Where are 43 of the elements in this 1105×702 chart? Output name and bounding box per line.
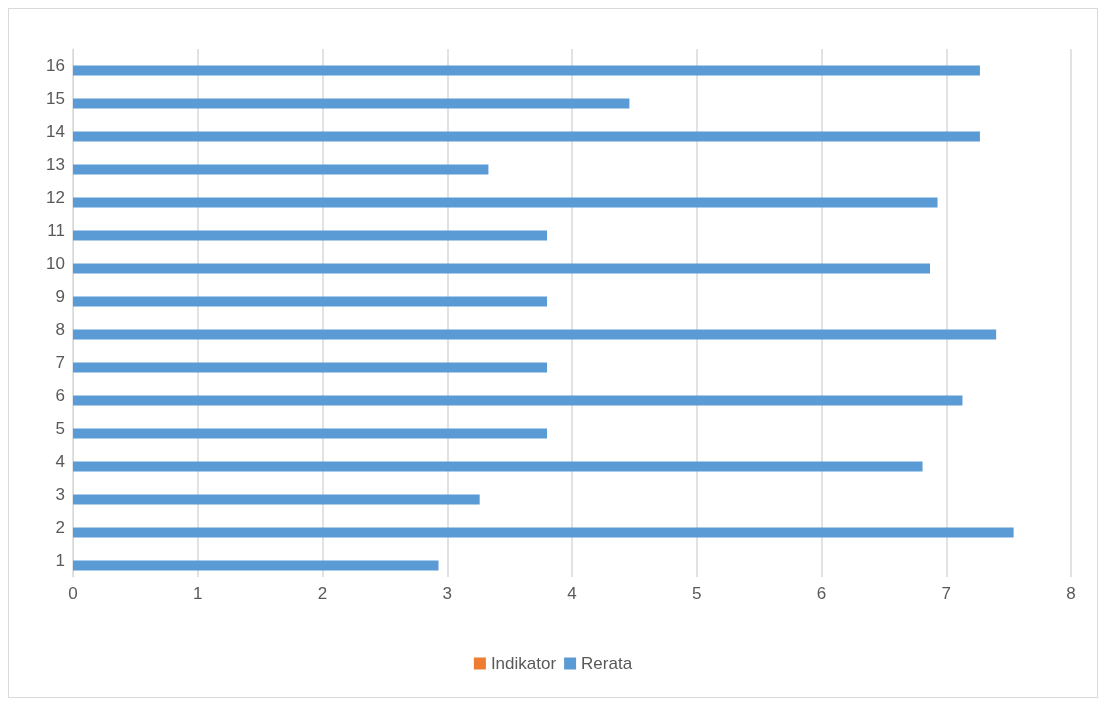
y-tick-label: 9 bbox=[55, 287, 65, 306]
y-tick-label: 13 bbox=[46, 155, 65, 174]
x-tick-label: 1 bbox=[193, 584, 203, 603]
bar bbox=[73, 329, 997, 340]
bar bbox=[73, 65, 980, 76]
bar bbox=[73, 131, 980, 142]
bar bbox=[73, 428, 548, 439]
bar bbox=[73, 296, 548, 307]
y-tick-label: 8 bbox=[55, 320, 65, 339]
bar bbox=[73, 461, 923, 472]
y-tick-label: 15 bbox=[46, 89, 65, 108]
legend-label: Indikator bbox=[490, 654, 557, 673]
x-tick-label: 8 bbox=[1066, 584, 1076, 603]
y-tick-label: 12 bbox=[46, 188, 65, 207]
x-tick-label: 7 bbox=[941, 584, 951, 603]
x-tick-label: 5 bbox=[692, 584, 702, 603]
x-tick-label: 4 bbox=[567, 584, 577, 603]
bar bbox=[73, 395, 963, 406]
y-tick-label: 11 bbox=[47, 221, 65, 240]
y-tick-label: 1 bbox=[55, 551, 65, 570]
bar bbox=[73, 362, 548, 373]
y-tick-label: 16 bbox=[46, 56, 65, 75]
bar bbox=[73, 230, 548, 241]
y-tick-label: 2 bbox=[55, 518, 65, 537]
bar bbox=[73, 527, 1014, 538]
bar bbox=[73, 197, 938, 208]
y-tick-label: 3 bbox=[55, 485, 65, 504]
legend-label: Rerata bbox=[581, 654, 633, 673]
bar bbox=[73, 494, 480, 505]
x-tick-label: 3 bbox=[442, 584, 452, 603]
bar bbox=[73, 263, 931, 274]
x-tick-label: 6 bbox=[816, 584, 827, 603]
bar bbox=[73, 560, 439, 571]
y-tick-label: 14 bbox=[46, 122, 65, 141]
bar bbox=[73, 164, 489, 175]
y-tick-label: 6 bbox=[55, 386, 65, 405]
x-tick-label: 0 bbox=[68, 584, 78, 603]
y-tick-label: 10 bbox=[46, 254, 65, 273]
x-tick-label: 2 bbox=[317, 584, 328, 603]
y-tick-label: 7 bbox=[55, 353, 65, 372]
y-tick-label: 4 bbox=[55, 452, 65, 471]
bar bbox=[73, 98, 630, 109]
y-tick-label: 5 bbox=[55, 419, 65, 438]
